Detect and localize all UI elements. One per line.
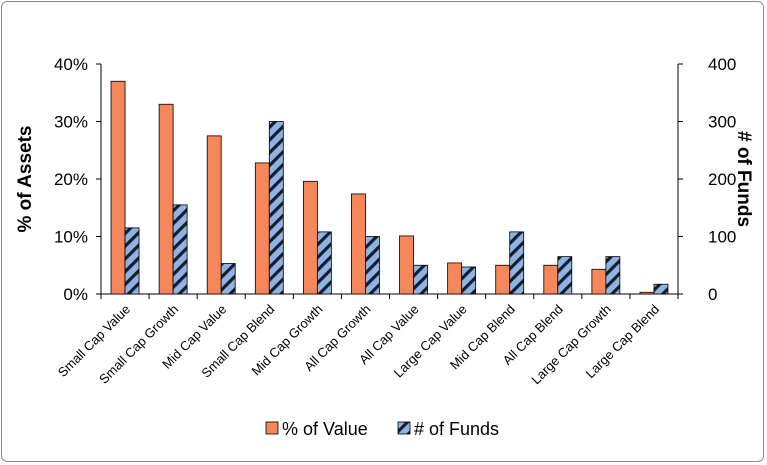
bar-num-funds — [365, 236, 380, 295]
y-tick-label: 10% — [54, 228, 88, 247]
y2-axis-title: # of Funds — [733, 131, 754, 227]
legend-label-funds: # of Funds — [414, 419, 499, 439]
bar-pct-value — [495, 264, 511, 295]
bar-num-funds — [557, 256, 573, 295]
bar-num-funds — [605, 256, 621, 295]
bar-pct-value — [351, 193, 366, 295]
bar-pct-value — [543, 264, 559, 295]
y-axis-title: % of Assets — [15, 126, 36, 233]
y-tick-label: 20% — [54, 170, 88, 189]
y2-tick-label: 100 — [708, 228, 736, 247]
bar-num-funds — [172, 204, 188, 295]
bar-pct-value — [639, 291, 655, 295]
bar-num-funds — [268, 121, 284, 295]
y2-tick-label: 300 — [708, 113, 736, 132]
bar-num-funds — [124, 227, 140, 295]
bar-num-funds — [509, 231, 525, 295]
bar-pct-value — [206, 135, 222, 295]
bar-pct-value — [591, 268, 607, 295]
legend-swatch-value — [265, 421, 279, 435]
y2-tick-label: 0 — [708, 285, 717, 304]
bar-pct-value — [302, 180, 318, 295]
bar-pct-value — [447, 262, 463, 295]
y-tick-label: 0% — [63, 285, 88, 304]
y-tick-label: 40% — [54, 55, 88, 74]
y2-tick-label: 200 — [708, 170, 736, 189]
bar-pct-value — [399, 235, 414, 295]
bar-num-funds — [413, 264, 428, 295]
legend: % of Value # of Funds — [265, 419, 499, 439]
bar-num-funds — [220, 263, 236, 295]
legend-label-value: % of Value — [282, 419, 368, 439]
bar-pct-value — [158, 103, 174, 295]
bar-pct-value — [110, 80, 126, 295]
y2-tick-label: 400 — [708, 55, 736, 74]
legend-swatch-funds — [397, 421, 411, 435]
bar-num-funds — [653, 283, 669, 295]
bar-pct-value — [254, 162, 270, 295]
bar-num-funds — [461, 266, 477, 295]
bar-num-funds — [316, 231, 332, 295]
y-tick-label: 30% — [54, 113, 88, 132]
